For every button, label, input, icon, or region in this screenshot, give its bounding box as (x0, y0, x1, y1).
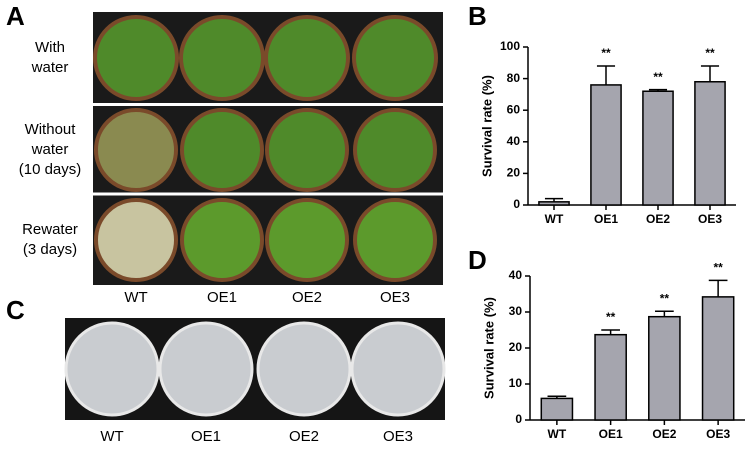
bar (538, 201, 570, 206)
panel-label: B (468, 1, 487, 31)
y-tick-label: 60 (507, 102, 521, 116)
panel-label: A (6, 1, 25, 31)
x-tick-label: WT (545, 212, 564, 226)
photo-a (93, 12, 443, 285)
column-label: OE2 (289, 428, 319, 445)
row-label: With (35, 39, 65, 56)
photo-c (64, 318, 446, 420)
row-label: (3 days) (23, 241, 77, 258)
y-axis-label: Survival rate (%) (481, 297, 496, 399)
column-label: OE3 (380, 289, 410, 306)
significance-label: ** (653, 70, 663, 84)
x-tick-label: OE3 (706, 427, 730, 441)
column-label: OE2 (292, 289, 322, 306)
column-label: OE1 (191, 428, 221, 445)
significance-label: ** (660, 291, 670, 305)
x-tick-label: OE2 (652, 427, 676, 441)
bar (694, 81, 726, 206)
row-label: Rewater (22, 221, 78, 238)
y-tick-label: 0 (513, 197, 520, 211)
row-label: Without (25, 121, 77, 138)
panel-label: D (468, 245, 487, 275)
x-tick-label: OE3 (698, 212, 722, 226)
row-label: water (31, 59, 69, 76)
y-tick-label: 20 (507, 166, 521, 180)
y-axis-label: Survival rate (%) (479, 75, 494, 177)
x-tick-label: OE1 (599, 427, 623, 441)
bar (648, 315, 681, 421)
column-label: WT (124, 289, 147, 306)
x-tick-label: WT (548, 427, 567, 441)
panel-label: C (6, 295, 25, 325)
row-label: water (31, 141, 69, 158)
row-label: (10 days) (19, 161, 82, 178)
y-tick-label: 100 (500, 39, 520, 53)
y-tick-label: 40 (509, 268, 523, 282)
column-label: OE3 (383, 428, 413, 445)
bar (701, 296, 735, 421)
y-tick-label: 80 (507, 71, 521, 85)
bar (590, 84, 622, 206)
bar (642, 90, 674, 206)
bar (540, 397, 574, 421)
y-tick-label: 30 (509, 304, 523, 318)
y-tick-label: 40 (507, 134, 521, 148)
y-tick-label: 10 (509, 376, 523, 390)
significance-label: ** (606, 310, 616, 324)
y-tick-label: 0 (515, 412, 522, 426)
plant-pots (93, 15, 438, 282)
petri-dishes (64, 321, 446, 417)
significance-label: ** (713, 260, 723, 274)
column-label: WT (100, 428, 123, 445)
x-tick-label: OE2 (646, 212, 670, 226)
significance-label: ** (601, 46, 611, 60)
x-tick-label: OE1 (594, 212, 618, 226)
column-label: OE1 (207, 289, 237, 306)
y-tick-label: 20 (509, 340, 523, 354)
bar (594, 333, 627, 421)
significance-label: ** (705, 46, 715, 60)
